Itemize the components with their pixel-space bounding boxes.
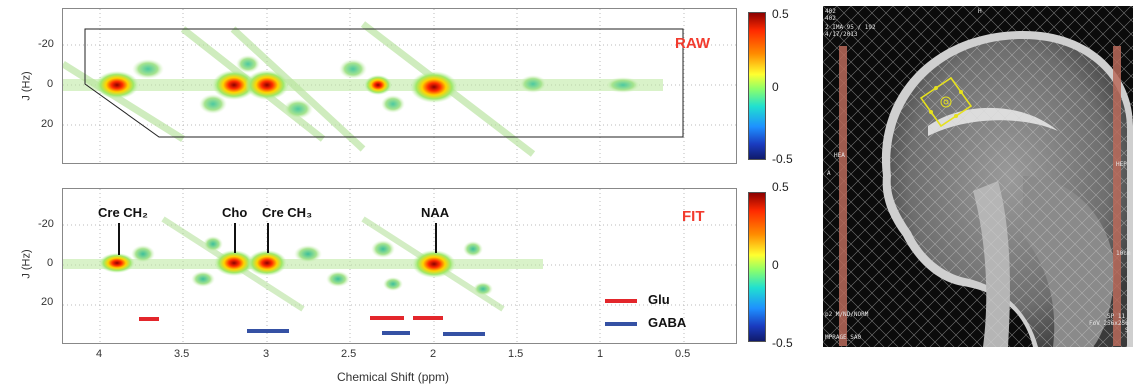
x-tick-0-5: 0.5	[675, 348, 691, 360]
fit-y-tick-neg20: -20	[38, 218, 54, 230]
fit-peaks	[99, 250, 456, 278]
x-tick-4: 4	[96, 348, 103, 360]
peak-label-cre-ch2: Cre CH₂	[98, 205, 148, 220]
raw-colorbar	[748, 12, 766, 160]
mri-right-marker: HEP	[1116, 161, 1127, 168]
legend-gaba-label: GABA	[648, 315, 687, 330]
fit-y-label: J (Hz)	[20, 249, 33, 279]
mri-bottom-right-2: FoV 256x256	[1089, 320, 1129, 327]
gaba-bar	[443, 332, 485, 336]
x-axis-label: Chemical Shift (ppm)	[337, 370, 450, 384]
peak-label-cho: Cho	[222, 205, 248, 220]
fit-colorbar-tick-mid: 0	[772, 258, 779, 272]
x-tick-2-5: 2.5	[341, 348, 357, 360]
mri-bottom-left-2: MPRAGE_SA0	[825, 334, 862, 341]
fit-colorbar-tick-max: 0.5	[772, 180, 789, 194]
mri-scale-text: 10cm	[1116, 250, 1131, 257]
fit-colorbar-tick-min: -0.5	[772, 336, 793, 350]
mri-bottom-right-1: SP 11	[1107, 313, 1126, 320]
raw-tag: RAW	[675, 35, 710, 52]
mri-left-sat-bar	[839, 46, 847, 346]
legend-glu-swatch	[605, 299, 637, 303]
x-tick-2: 2	[430, 348, 437, 360]
gaba-bar	[382, 331, 410, 335]
raw-colorbar-tick-mid: 0	[772, 80, 779, 94]
raw-band	[63, 79, 663, 91]
x-tick-3: 3	[263, 348, 270, 360]
fit-band	[63, 259, 543, 269]
mri-info-line-2: 402	[825, 15, 836, 22]
raw-y-tick-20: 20	[41, 118, 54, 130]
fit-peak-pointers	[118, 223, 437, 255]
mri-top-marker: H	[978, 8, 982, 15]
raw-colorbar-tick-max: 0.5	[772, 7, 789, 21]
raw-spectrum-plot	[63, 9, 736, 163]
mri-sagittal-image: 402 402 2 IMA 95 / 192 4/17/2013 H HEA A…	[823, 6, 1133, 347]
fit-y-tick-20: 20	[41, 296, 54, 308]
mri-voxel-box	[919, 76, 973, 128]
mri-left-marker-a: A	[827, 170, 831, 177]
x-tick-1: 1	[597, 348, 604, 360]
raw-peaks	[95, 70, 458, 103]
mri-left-marker: HEA	[834, 152, 845, 159]
fit-y-tick-0: 0	[47, 257, 54, 269]
fit-colorbar	[748, 192, 766, 342]
fit-spectrum-panel	[62, 188, 737, 344]
raw-y-tick-neg20: -20	[38, 38, 54, 50]
raw-blobs	[132, 55, 641, 119]
mri-info-line-1: 402	[825, 8, 836, 15]
fit-blobs	[131, 236, 493, 296]
mri-info-line-3: 2 IMA 95 / 192	[825, 24, 876, 31]
raw-y-tick-0: 0	[47, 78, 54, 90]
fit-spectrum-plot	[63, 189, 736, 343]
peak-label-naa: NAA	[421, 205, 450, 220]
x-tick-3-5: 3.5	[174, 348, 190, 360]
raw-colorbar-tick-min: -0.5	[772, 152, 793, 166]
mri-bottom-right-3: S	[1125, 327, 1129, 334]
peak-label-cre-ch3: Cre CH₃	[262, 205, 313, 220]
glu-bar	[370, 316, 404, 320]
mri-info-line-4: 4/17/2013	[825, 31, 858, 38]
legend-gaba-swatch	[605, 322, 637, 326]
glu-bar	[413, 316, 443, 320]
raw-y-label: J (Hz)	[20, 71, 33, 101]
gaba-bar	[247, 329, 289, 333]
mri-right-sat-bar	[1113, 46, 1121, 346]
raw-region-outline	[84, 28, 684, 138]
raw-spectrum-panel	[62, 8, 737, 164]
legend-glu-label: Glu	[648, 292, 670, 307]
metabolite-bars	[139, 316, 485, 336]
mri-scan-drawing	[823, 6, 1133, 347]
mri-bottom-left-1: p2 M/ND/NORM	[825, 311, 869, 318]
glu-bar	[139, 317, 159, 321]
fit-tag: FIT	[682, 208, 705, 225]
x-tick-1-5: 1.5	[508, 348, 524, 360]
